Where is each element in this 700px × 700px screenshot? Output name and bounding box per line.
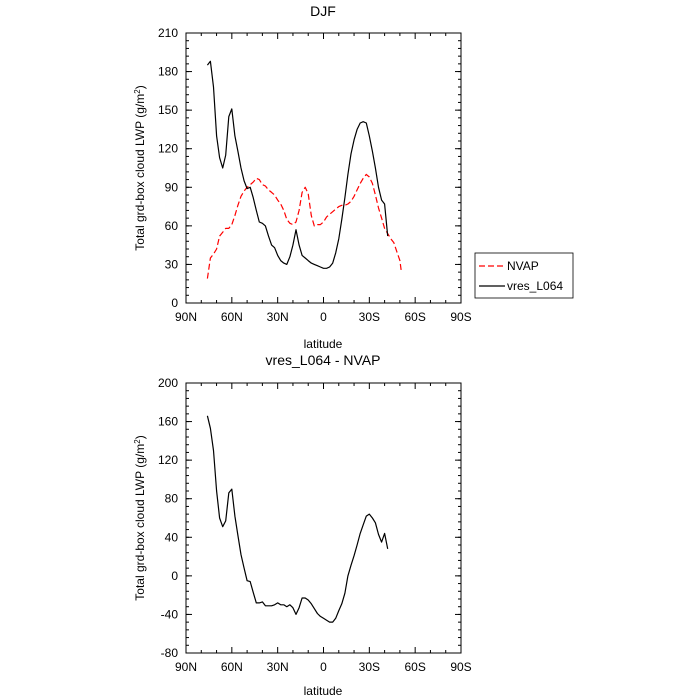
data-lines (206, 415, 389, 623)
y-tick-label: 0 (171, 569, 178, 583)
x-tick-label: 30N (267, 660, 289, 674)
y-tick-label: 120 (158, 453, 178, 467)
x-tick-label: 60N (221, 310, 243, 324)
x-tick-label: 90N (175, 310, 197, 324)
series-line-vres-l064 (206, 60, 389, 269)
x-tick-label: 60S (404, 310, 425, 324)
legend: NVAP vres_L064 (474, 252, 574, 299)
x-axis-label: latitude (304, 684, 343, 698)
y-axis-label: Total grd-box cloud LWP (g/m2) (133, 85, 147, 250)
y-tick-label: 210 (158, 26, 178, 40)
x-tick-label: 30N (267, 310, 289, 324)
x-tick-label: 30S (359, 310, 380, 324)
panel-djf: DJF latitude Total grd-box cloud LWP (g/… (133, 3, 574, 351)
axis-ticks (185, 32, 462, 304)
y-tick-label: 30 (165, 257, 179, 271)
x-tick-label: 90S (450, 310, 471, 324)
y-tick-label: -40 (161, 607, 179, 621)
y-tick-label: 80 (165, 492, 179, 506)
y-tick-label: 120 (158, 142, 178, 156)
y-tick-label: 160 (158, 415, 178, 429)
y-tick-label: 40 (165, 530, 179, 544)
plot-frame (185, 32, 462, 304)
x-tick-label: 60S (404, 660, 425, 674)
x-tick-label: 60N (221, 660, 243, 674)
y-tick-label: 150 (158, 103, 178, 117)
plot-frame (185, 382, 462, 654)
chart-title: vres_L064 - NVAP (266, 352, 381, 368)
x-tick-label: 90S (450, 660, 471, 674)
x-tick-label: 30S (359, 660, 380, 674)
series-line-nvap (206, 173, 402, 279)
y-tick-label: 200 (158, 376, 178, 390)
legend-box (474, 252, 574, 299)
y-tick-label: 60 (165, 219, 179, 233)
data-lines (206, 60, 402, 279)
y-tick-label: 180 (158, 65, 178, 79)
axis-ticks (185, 382, 462, 654)
y-tick-label: 0 (171, 296, 178, 310)
y-tick-label: -80 (161, 646, 179, 660)
x-tick-label: 0 (320, 660, 327, 674)
y-tick-label: 90 (165, 180, 179, 194)
legend-label-nvap: NVAP (507, 259, 539, 273)
panel-difference: vres_L064 - NVAP latitude Total grd-box … (133, 352, 472, 698)
x-tick-label: 90N (175, 660, 197, 674)
axis-tick-labels: 90N 60N 30N 0 30S 60S 90S 0 30 60 90 120 150 180 210 (158, 26, 472, 324)
axis-tick-labels: 90N 60N 30N 0 30S 60S 90S -80 -40 0 40 80 120 160 200 (158, 376, 472, 674)
x-axis-label: latitude (304, 337, 343, 351)
x-tick-label: 0 (320, 310, 327, 324)
chart-title: DJF (310, 3, 336, 19)
legend-label-vres: vres_L064 (507, 279, 563, 293)
y-axis-label: Total grd-box cloud LWP (g/m2) (133, 435, 147, 600)
series-line-vres-l064-nvap (206, 415, 389, 623)
